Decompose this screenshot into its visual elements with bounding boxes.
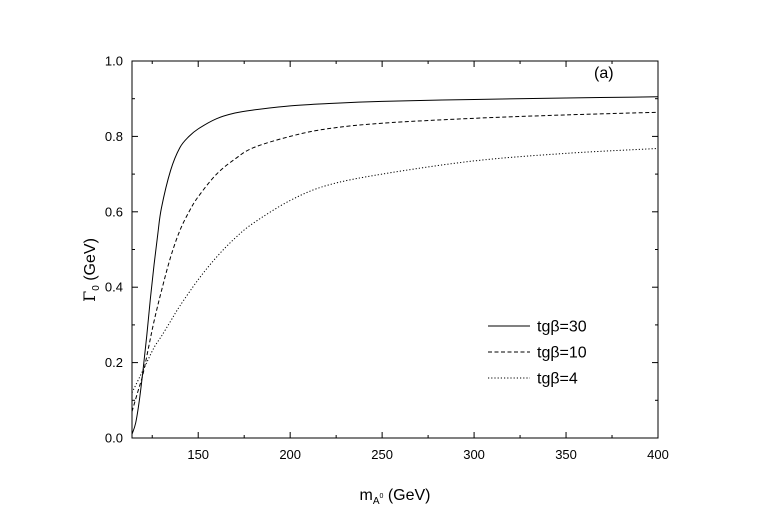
ticks-group: 150 200 250 300 350 400 0.0 0.2 0.4 0.6 0.8 1.0	[105, 54, 669, 463]
x-axis-title-sup: 0	[379, 493, 383, 500]
series-group	[131, 96, 659, 435]
y-axis-title-sub: 0	[91, 285, 102, 291]
x-axis-title-unit: (GeV)	[383, 487, 430, 504]
y-tick-label: 0.0	[105, 431, 123, 446]
x-axis-title: mA0 (GeV)	[359, 487, 430, 507]
y-axis-title-unit: (GeV)	[82, 238, 99, 285]
panel-label: (a)	[594, 65, 614, 82]
x-tick-label: 200	[279, 447, 301, 462]
x-tick-label: 350	[555, 447, 577, 462]
y-tick-label: 0.6	[105, 204, 123, 219]
y-axis-title: Γ0 (GeV)	[80, 238, 102, 302]
x-axis-title-main: m	[359, 487, 372, 504]
series-line-1	[131, 111, 659, 412]
series-line-2	[131, 147, 659, 393]
legend: tgβ=30 tgβ=10 tgβ=4	[488, 319, 587, 388]
x-tick-label: 300	[463, 447, 485, 462]
y-tick-label: 0.4	[105, 280, 123, 295]
x-axis-title-sub: A	[373, 496, 380, 507]
y-tick-label: 0.8	[105, 129, 123, 144]
x-tick-label: 250	[371, 447, 393, 462]
x-tick-label: 400	[647, 447, 669, 462]
plot-frame	[131, 60, 659, 439]
y-axis-title-symbol: Γ	[80, 291, 99, 302]
legend-label-2: tgβ=4	[537, 371, 578, 388]
x-tick-label: 150	[187, 447, 209, 462]
y-tick-label: 0.2	[105, 355, 123, 370]
series-line-0	[131, 96, 659, 435]
legend-label-0: tgβ=30	[537, 319, 587, 336]
y-tick-label: 1.0	[105, 54, 123, 69]
legend-label-1: tgβ=10	[537, 345, 587, 362]
